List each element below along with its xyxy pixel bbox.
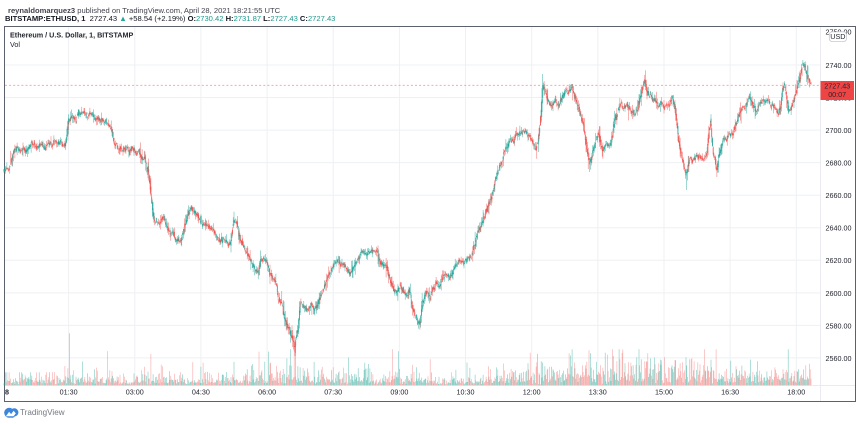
svg-text:12:00: 12:00 xyxy=(523,388,541,397)
svg-text:2620.00: 2620.00 xyxy=(826,256,852,265)
svg-text:04:30: 04:30 xyxy=(192,388,210,397)
svg-text:09:00: 09:00 xyxy=(390,388,408,397)
svg-text:2680.00: 2680.00 xyxy=(826,159,852,168)
svg-text:2580.00: 2580.00 xyxy=(826,321,852,330)
svg-text:2700.00: 2700.00 xyxy=(826,126,852,135)
svg-text:2660.00: 2660.00 xyxy=(826,191,852,200)
svg-text:07:30: 07:30 xyxy=(324,388,342,397)
svg-text:Ethereum / U.S. Dollar, 1, BIT: Ethereum / U.S. Dollar, 1, BITSTAMP xyxy=(10,30,133,39)
svg-text:2727.43: 2727.43 xyxy=(824,82,850,91)
svg-text:18:00: 18:00 xyxy=(787,388,805,397)
svg-text:06:00: 06:00 xyxy=(258,388,276,397)
svg-text:03:00: 03:00 xyxy=(126,388,144,397)
svg-text:15:00: 15:00 xyxy=(655,388,673,397)
svg-text:8: 8 xyxy=(5,388,9,397)
svg-text:16:30: 16:30 xyxy=(721,388,739,397)
svg-text:01:30: 01:30 xyxy=(60,388,78,397)
svg-text:USD: USD xyxy=(830,32,845,41)
svg-text:10:30: 10:30 xyxy=(457,388,475,397)
svg-text:00:07: 00:07 xyxy=(828,90,846,99)
svg-text:2640.00: 2640.00 xyxy=(826,224,852,233)
svg-text:Vol: Vol xyxy=(10,40,20,49)
svg-text:2740.00: 2740.00 xyxy=(826,61,852,70)
svg-text:2600.00: 2600.00 xyxy=(826,289,852,298)
svg-text:2560.00: 2560.00 xyxy=(826,354,852,363)
svg-text:13:30: 13:30 xyxy=(589,388,607,397)
